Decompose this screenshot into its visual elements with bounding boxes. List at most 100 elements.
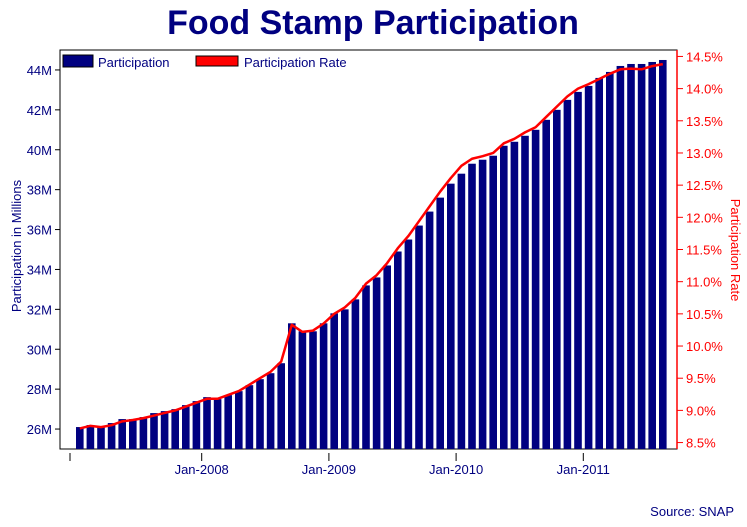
x-tick-label: Jan-2011 <box>557 462 610 477</box>
participation-bar <box>171 409 179 449</box>
participation-bar <box>468 163 476 449</box>
participation-bar <box>203 397 211 449</box>
participation-bar <box>362 285 370 449</box>
participation-bar <box>659 59 667 449</box>
participation-bar <box>235 391 243 449</box>
participation-bar <box>489 155 497 450</box>
legend: Participation Participation Rate <box>62 54 347 70</box>
right-tick-label: 11.5% <box>686 243 722 258</box>
left-tick-label: 32M <box>27 302 52 317</box>
left-y-axis: 26M 28M 30M 32M 34M 36M 38M 40M 42M 44M <box>27 63 60 437</box>
participation-bar <box>394 251 402 449</box>
participation-bar <box>97 427 105 449</box>
right-tick-label: 9.0% <box>686 403 716 418</box>
right-y-axis: 8.5% 9.0% 9.5% 10.0% 10.5% 11.0% 11.5% 12.0% 12.… <box>676 49 723 451</box>
right-tick-label: 10.5% <box>686 307 723 322</box>
right-tick-label: 10.0% <box>686 339 723 354</box>
participation-bar <box>372 277 381 449</box>
participation-bar <box>351 299 360 450</box>
chart-title: Food Stamp Participation <box>167 4 579 42</box>
participation-bar <box>341 309 349 449</box>
x-tick-label: Jan-2010 <box>429 462 483 477</box>
participation-bar <box>637 63 646 449</box>
right-axis-label: Participation Rate <box>728 199 743 302</box>
x-tick-label: Jan-2009 <box>302 462 356 477</box>
legend-swatch-participation <box>62 54 94 68</box>
left-tick-label: 30M <box>27 342 52 357</box>
participation-bar <box>256 379 264 449</box>
participation-bar <box>118 419 126 449</box>
participation-bar <box>139 417 148 449</box>
x-tick-label: Jan-2008 <box>175 462 229 477</box>
left-tick-label: 34M <box>27 262 52 277</box>
source-note: Source: SNAP <box>650 504 734 519</box>
x-axis: Jan-2008 Jan-2009 Jan-2010 Jan-2011 <box>69 453 610 477</box>
participation-bar <box>224 395 232 449</box>
right-tick-label: 13.0% <box>686 146 723 161</box>
right-tick-label: 12.5% <box>686 178 723 193</box>
participation-bar <box>277 363 285 449</box>
participation-bar <box>574 91 582 450</box>
participation-bar <box>150 413 158 449</box>
right-tick-label: 14.5% <box>686 49 723 64</box>
participation-bar <box>510 141 519 449</box>
participation-bar <box>606 71 614 449</box>
right-tick-label: 8.5% <box>686 436 716 451</box>
participation-bar <box>309 331 317 449</box>
left-tick-label: 36M <box>27 223 52 238</box>
participation-bar <box>404 239 413 449</box>
participation-bar <box>436 197 444 449</box>
right-tick-label: 11.0% <box>686 275 722 290</box>
participation-bar <box>478 159 487 450</box>
participation-bar <box>447 183 455 450</box>
legend-swatch-participation-rate <box>195 55 239 67</box>
right-tick-label: 13.5% <box>686 114 723 129</box>
participation-bar <box>245 385 254 449</box>
left-tick-label: 26M <box>27 422 52 437</box>
legend-label-participation: Participation <box>98 55 170 70</box>
participation-rate-series <box>79 62 664 430</box>
participation-bar <box>213 399 222 450</box>
participation-bar <box>521 135 529 449</box>
participation-bar <box>192 401 201 449</box>
participation-bar <box>415 225 423 449</box>
participation-bar <box>616 65 625 450</box>
participation-bar <box>563 99 572 450</box>
participation-bar <box>319 323 328 449</box>
right-tick-label: 9.5% <box>686 371 716 386</box>
participation-bar <box>86 425 95 449</box>
participation-bar <box>266 373 275 449</box>
right-tick-label: 12.0% <box>686 210 723 225</box>
participation-bar <box>182 405 190 449</box>
left-tick-label: 38M <box>27 183 52 198</box>
participation-bar <box>648 61 656 449</box>
participation-bar <box>107 423 116 449</box>
participation-bar <box>160 411 169 449</box>
participation-bar <box>129 419 137 449</box>
left-tick-label: 44M <box>27 63 52 78</box>
participation-bar <box>457 173 466 449</box>
participation-bar <box>553 109 561 449</box>
right-tick-label: 14.0% <box>686 82 723 97</box>
participation-bar <box>531 129 540 450</box>
participation-bar <box>425 211 434 449</box>
legend-label-participation-rate: Participation Rate <box>244 55 347 70</box>
participation-bar <box>383 265 391 449</box>
participation-bars <box>76 59 667 450</box>
participation-bar <box>595 77 603 450</box>
participation-rate-line <box>79 62 664 430</box>
participation-bar <box>584 85 593 449</box>
participation-bar <box>330 313 338 449</box>
left-tick-label: 42M <box>27 103 52 118</box>
participation-bar <box>298 331 307 449</box>
left-axis-label: Participation in Millions <box>9 179 24 312</box>
left-tick-label: 40M <box>27 143 52 158</box>
left-tick-label: 28M <box>27 382 52 397</box>
participation-bar <box>288 323 296 449</box>
participation-bar <box>76 427 84 449</box>
participation-bar <box>500 145 508 449</box>
participation-bar <box>627 63 635 449</box>
participation-bar <box>542 119 550 449</box>
